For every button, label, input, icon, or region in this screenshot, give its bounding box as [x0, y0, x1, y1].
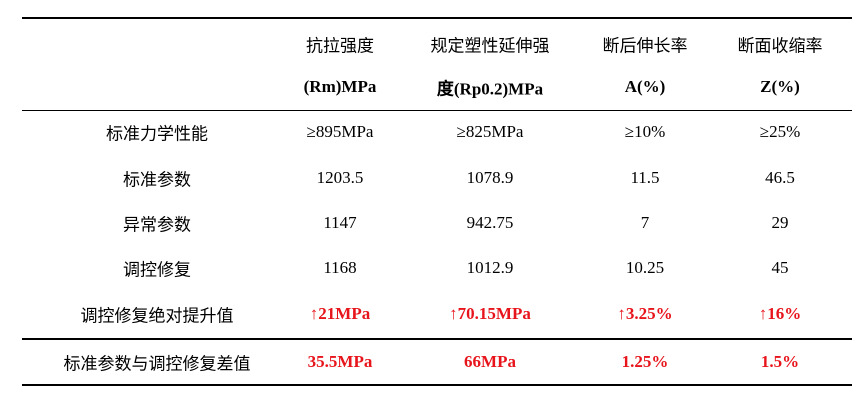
header-cell: A(%): [624, 77, 666, 96]
data-cell: 1147: [323, 213, 357, 232]
row-label: 标准参数与调控修复差值: [63, 354, 251, 374]
data-cell: 29: [771, 213, 789, 232]
bottom-rule: [22, 384, 852, 386]
data-cell: 7: [640, 213, 650, 232]
header-cell: 抗拉强度: [306, 36, 374, 56]
data-cell: 45: [771, 258, 789, 277]
data-cell: 942.75: [466, 213, 514, 232]
data-cell: 1012.9: [466, 258, 514, 277]
data-cell: 1203.5: [316, 168, 364, 187]
data-cell: 11.5: [630, 168, 660, 187]
data-cell: ↑21MPa: [309, 304, 371, 323]
data-cell: 46.5: [765, 168, 795, 187]
header-cell: 断后伸长率: [602, 36, 688, 56]
header-rule: [22, 110, 852, 111]
row-label: 标准参数: [123, 170, 191, 190]
header-cell: 规定塑性延伸强: [430, 36, 550, 56]
data-cell: 1078.9: [466, 168, 514, 187]
data-cell: ↑3.25%: [617, 304, 673, 323]
row-label: 标准力学性能: [106, 124, 208, 144]
summary-rule: [22, 338, 852, 340]
data-cell: ↑70.15MPa: [449, 304, 531, 323]
data-cell: 66MPa: [464, 352, 516, 371]
row-label: 异常参数: [123, 215, 191, 235]
header-cell: Z(%): [760, 77, 800, 96]
header-cell: 度(Rp0.2)MPa: [436, 79, 544, 99]
data-cell: 10.25: [625, 258, 665, 277]
top-rule: [22, 17, 852, 19]
data-cell: 1.5%: [760, 352, 800, 371]
header-cell: 断面收缩率: [737, 36, 823, 56]
data-cell: 35.5MPa: [307, 352, 373, 371]
data-cell: ≥25%: [759, 122, 801, 141]
data-cell: 1168: [323, 258, 357, 277]
header-cell: (Rm)MPa: [303, 77, 377, 96]
data-cell: ≥895MPa: [306, 122, 374, 141]
row-label: 调控修复: [123, 260, 191, 280]
data-cell: ≥10%: [624, 122, 666, 141]
data-cell: ≥825MPa: [456, 122, 524, 141]
data-cell: 1.25%: [621, 352, 669, 371]
row-label: 调控修复绝对提升值: [80, 306, 234, 326]
data-cell: ↑16%: [758, 304, 802, 323]
